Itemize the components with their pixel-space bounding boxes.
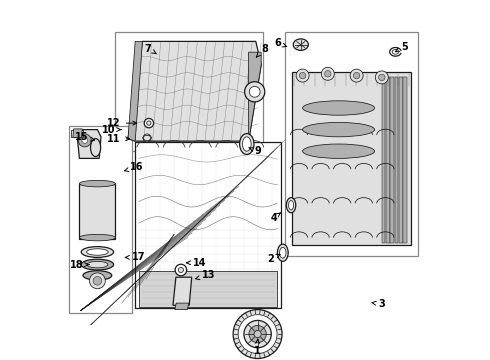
Ellipse shape: [289, 201, 294, 210]
Text: 16: 16: [124, 162, 143, 172]
Circle shape: [90, 273, 105, 289]
Circle shape: [254, 330, 261, 338]
Bar: [395, 77, 398, 243]
Bar: [403, 77, 407, 243]
Circle shape: [178, 267, 183, 273]
Circle shape: [379, 74, 385, 81]
Bar: [399, 77, 403, 243]
Polygon shape: [73, 129, 82, 138]
Bar: [72, 130, 83, 137]
Bar: [69, 126, 132, 313]
Ellipse shape: [303, 144, 374, 158]
Text: 1: 1: [254, 339, 261, 356]
Bar: [135, 142, 281, 308]
Bar: [382, 77, 386, 243]
Ellipse shape: [303, 122, 374, 137]
Text: 4: 4: [270, 213, 280, 223]
Circle shape: [324, 71, 331, 77]
Circle shape: [144, 118, 153, 128]
Ellipse shape: [243, 137, 251, 151]
Ellipse shape: [277, 244, 288, 261]
Polygon shape: [175, 303, 189, 310]
Text: 9: 9: [248, 146, 261, 156]
Circle shape: [175, 264, 187, 276]
Polygon shape: [128, 41, 143, 141]
Text: 6: 6: [274, 38, 287, 48]
Ellipse shape: [240, 134, 254, 154]
Text: 12: 12: [107, 118, 137, 128]
Ellipse shape: [79, 234, 116, 241]
Circle shape: [82, 138, 88, 143]
Circle shape: [93, 276, 102, 285]
Circle shape: [78, 134, 91, 147]
Ellipse shape: [293, 39, 308, 50]
Text: 13: 13: [196, 270, 215, 280]
Polygon shape: [248, 52, 261, 141]
Circle shape: [249, 86, 260, 97]
Ellipse shape: [286, 198, 296, 213]
Circle shape: [350, 69, 363, 82]
Text: 2: 2: [267, 254, 280, 264]
Circle shape: [244, 320, 271, 348]
Bar: [386, 77, 390, 243]
Circle shape: [233, 310, 282, 359]
Bar: [391, 77, 394, 243]
Ellipse shape: [303, 101, 374, 115]
Text: 17: 17: [125, 252, 145, 262]
Circle shape: [353, 72, 360, 79]
Circle shape: [147, 121, 151, 125]
Circle shape: [249, 325, 266, 343]
Text: 18: 18: [70, 260, 89, 270]
Ellipse shape: [79, 180, 116, 187]
Bar: [139, 271, 277, 307]
Text: 5: 5: [395, 42, 408, 52]
Circle shape: [238, 315, 277, 354]
Polygon shape: [173, 277, 192, 305]
Ellipse shape: [83, 271, 112, 280]
Circle shape: [375, 71, 388, 84]
Text: 14: 14: [187, 258, 206, 268]
Text: 10: 10: [102, 125, 121, 135]
Bar: [292, 72, 411, 245]
Polygon shape: [77, 130, 101, 158]
Ellipse shape: [81, 247, 114, 257]
Bar: [79, 184, 116, 239]
Circle shape: [143, 134, 151, 142]
Bar: [116, 32, 263, 151]
Text: 11: 11: [107, 134, 129, 144]
Text: 15: 15: [75, 132, 95, 142]
Circle shape: [245, 82, 265, 102]
Text: 3: 3: [372, 299, 385, 309]
Text: 7: 7: [145, 44, 157, 54]
Ellipse shape: [87, 261, 108, 268]
Ellipse shape: [87, 249, 108, 255]
Ellipse shape: [91, 139, 100, 157]
Ellipse shape: [81, 259, 114, 270]
Ellipse shape: [280, 247, 286, 258]
Circle shape: [296, 69, 309, 82]
Circle shape: [321, 67, 334, 80]
Bar: [285, 32, 418, 256]
Text: 8: 8: [256, 44, 268, 57]
Circle shape: [299, 72, 306, 79]
Polygon shape: [128, 41, 261, 141]
